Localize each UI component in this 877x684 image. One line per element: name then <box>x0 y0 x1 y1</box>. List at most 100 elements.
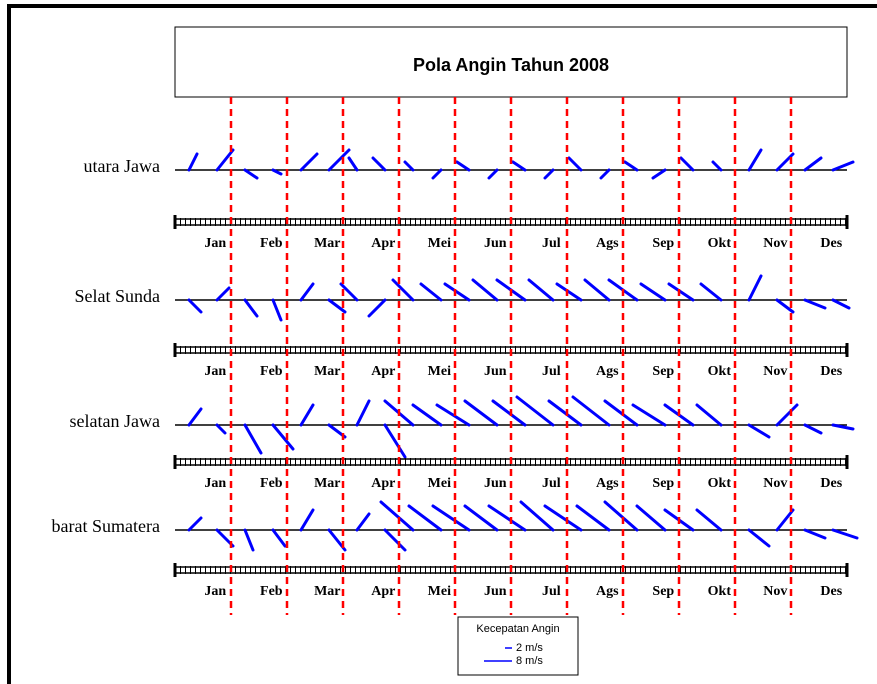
wind-stick <box>631 403 667 427</box>
month-label: Des <box>820 476 842 491</box>
month-label: Jul <box>542 236 561 251</box>
wind-stick <box>243 528 255 552</box>
wind-stick <box>695 508 723 532</box>
legend-title: Kecepatan Angin <box>476 623 559 635</box>
wind-stick <box>187 298 203 314</box>
month-label: Okt <box>708 236 732 251</box>
wind-stick <box>271 168 283 176</box>
wind-stick <box>555 282 583 302</box>
wind-stick <box>747 148 763 172</box>
wind-stick <box>747 274 763 302</box>
month-label: Des <box>820 584 842 599</box>
month-label: Sep <box>652 236 674 251</box>
row-label: barat Sumatera <box>52 516 160 536</box>
month-label: Feb <box>260 584 283 599</box>
wind-stick <box>463 399 499 427</box>
wind-stick <box>831 423 855 431</box>
wind-stick <box>215 286 231 302</box>
month-label: Jul <box>542 476 561 491</box>
wind-stick <box>383 528 407 552</box>
month-label: Jun <box>484 236 507 251</box>
month-label: Sep <box>652 364 674 379</box>
wind-stick <box>775 403 799 427</box>
wind-stick <box>571 395 611 427</box>
month-label: Feb <box>260 364 283 379</box>
month-label: Okt <box>708 584 732 599</box>
wind-stick <box>455 160 471 172</box>
wind-stick <box>403 160 415 172</box>
wind-stick <box>367 298 387 318</box>
wind-stick <box>187 407 203 427</box>
month-label: Mei <box>428 236 451 251</box>
wind-stick <box>635 504 667 532</box>
title-box <box>174 26 848 98</box>
wind-stick <box>215 148 235 172</box>
wind-stick <box>299 152 319 172</box>
wind-stick <box>327 298 347 314</box>
wind-stick <box>339 282 359 302</box>
wind-stick <box>243 423 263 455</box>
month-label: Jan <box>204 584 226 599</box>
wind-stick <box>443 282 471 302</box>
wind-stick <box>567 156 583 172</box>
wind-stick <box>803 423 823 435</box>
month-label: Feb <box>260 236 283 251</box>
wind-stick <box>603 399 639 427</box>
wind-stick <box>187 516 203 532</box>
wind-stick <box>527 278 555 302</box>
month-label: Mar <box>314 236 340 251</box>
legend-box <box>457 616 579 676</box>
wind-stick <box>419 282 443 302</box>
month-label: Sep <box>652 476 674 491</box>
wind-stick <box>803 298 827 310</box>
wind-stick <box>695 403 723 427</box>
month-label: Sep <box>652 584 674 599</box>
wind-stick <box>575 504 611 532</box>
wind-stick <box>431 168 443 180</box>
wind-stick <box>327 148 351 172</box>
wind-stick <box>519 500 555 532</box>
wind-stick <box>747 423 771 439</box>
wind-stick <box>215 423 227 435</box>
wind-stick <box>583 278 611 302</box>
wind-stick <box>271 423 295 451</box>
month-label: Apr <box>371 364 395 379</box>
row-label: Selat Sunda <box>75 286 161 306</box>
legend-key-label: 2 m/s <box>516 642 543 654</box>
month-label: Mar <box>314 584 340 599</box>
wind-stick <box>407 504 443 532</box>
month-label: Jun <box>484 584 507 599</box>
month-label: Mar <box>314 476 340 491</box>
month-label: Nov <box>763 236 787 251</box>
month-label: Jul <box>542 584 561 599</box>
wind-stick <box>471 278 499 302</box>
wind-stick <box>651 168 667 180</box>
wind-stick <box>299 403 315 427</box>
wind-stick <box>243 298 259 318</box>
month-label: Jun <box>484 476 507 491</box>
month-label: Ags <box>596 236 619 251</box>
wind-stick <box>355 399 371 427</box>
month-label: Nov <box>763 364 787 379</box>
month-label: Jan <box>204 236 226 251</box>
wind-stick <box>383 423 407 459</box>
wind-stick <box>831 160 855 172</box>
wind-stick <box>511 160 527 172</box>
wind-stick <box>431 504 471 532</box>
month-label: Ags <box>596 476 619 491</box>
wind-stick <box>243 168 259 180</box>
wind-stick <box>775 508 795 532</box>
wind-stick <box>187 152 199 172</box>
wind-stick <box>411 403 443 427</box>
wind-stick <box>463 504 499 532</box>
chart-title: Pola Angin Tahun 2008 <box>413 55 609 75</box>
wind-stick <box>803 528 827 540</box>
row-label: selatan Jawa <box>70 411 160 431</box>
wind-stick <box>347 156 359 172</box>
wind-stick <box>379 500 415 532</box>
month-label: Apr <box>371 584 395 599</box>
month-label: Jun <box>484 364 507 379</box>
wind-stick <box>487 504 527 532</box>
month-label: Jan <box>204 476 226 491</box>
